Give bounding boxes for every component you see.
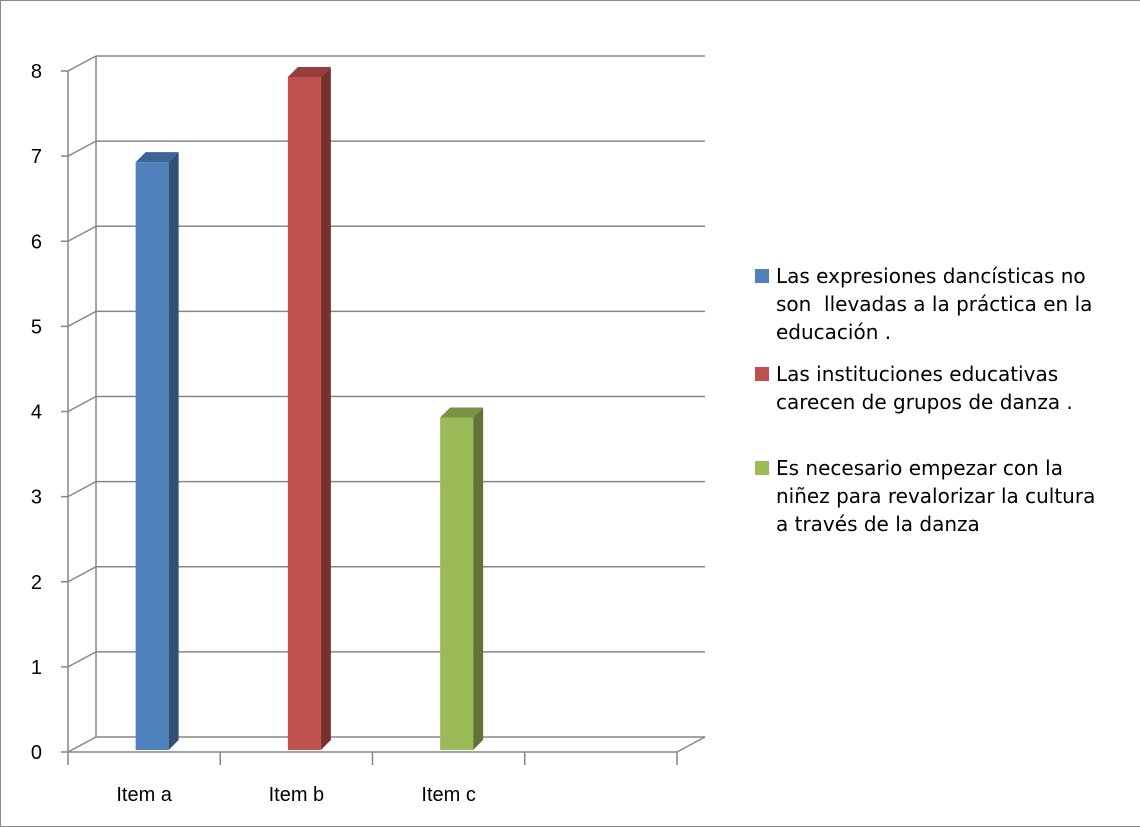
gridline-side xyxy=(67,55,97,72)
legend-label: Las expresiones dancísticas no son lleva… xyxy=(776,264,1093,344)
x-tick-labels: Item a Item b Item c xyxy=(116,784,476,806)
bar-side xyxy=(168,152,179,750)
y-tick-label: 3 xyxy=(31,487,42,509)
legend: Las expresiones dancísticas no son lleva… xyxy=(755,262,1135,538)
axes xyxy=(61,56,706,765)
floor-edge xyxy=(676,736,706,753)
legend-swatch xyxy=(755,367,769,381)
bar-top xyxy=(287,67,331,77)
gridline-side xyxy=(67,651,97,668)
bar-front xyxy=(287,77,321,750)
y-tick-label: 1 xyxy=(31,657,42,679)
x-tick-label: Item b xyxy=(269,784,325,806)
gridline-side xyxy=(67,225,97,242)
y-tick-labels: 0 1 2 3 4 5 6 7 8 xyxy=(31,61,42,764)
bar-front xyxy=(440,417,474,750)
bar xyxy=(287,67,331,750)
y-tick-label: 5 xyxy=(31,316,42,338)
bar-top xyxy=(440,407,484,418)
bars xyxy=(135,67,484,750)
legend-item: Es necesario empezar con la niñez para r… xyxy=(755,454,1135,538)
gridline-side xyxy=(67,480,97,498)
y-tick-label: 4 xyxy=(31,402,42,424)
legend-label: Es necesario empezar con la niñez para r… xyxy=(776,456,1096,536)
bar xyxy=(135,152,179,750)
bar xyxy=(440,407,484,750)
legend-item: Las instituciones educativas carecen de … xyxy=(755,360,1135,416)
legend-swatch xyxy=(755,269,769,283)
gridline-side xyxy=(67,140,97,157)
gridline-side xyxy=(67,736,97,753)
bar-top xyxy=(135,152,179,163)
y-tick-label: 0 xyxy=(31,742,42,764)
y-tick-label: 6 xyxy=(31,231,42,253)
bar-front xyxy=(135,162,169,750)
legend-label: Las instituciones educativas carecen de … xyxy=(776,362,1073,414)
bar-side xyxy=(473,407,484,750)
y-tick-label: 8 xyxy=(31,61,42,83)
legend-swatch xyxy=(755,461,769,475)
x-tick-label: Item a xyxy=(116,784,172,806)
gridline-side xyxy=(67,395,97,413)
gridline-side xyxy=(67,566,97,583)
y-tick-label: 2 xyxy=(31,572,42,594)
gridline-side xyxy=(67,310,97,328)
legend-item: Las expresiones dancísticas no son lleva… xyxy=(755,262,1135,346)
gridlines xyxy=(67,55,705,753)
x-tick-label: Item c xyxy=(421,784,475,806)
y-tick-label: 7 xyxy=(31,146,42,168)
bar-side xyxy=(320,67,331,750)
